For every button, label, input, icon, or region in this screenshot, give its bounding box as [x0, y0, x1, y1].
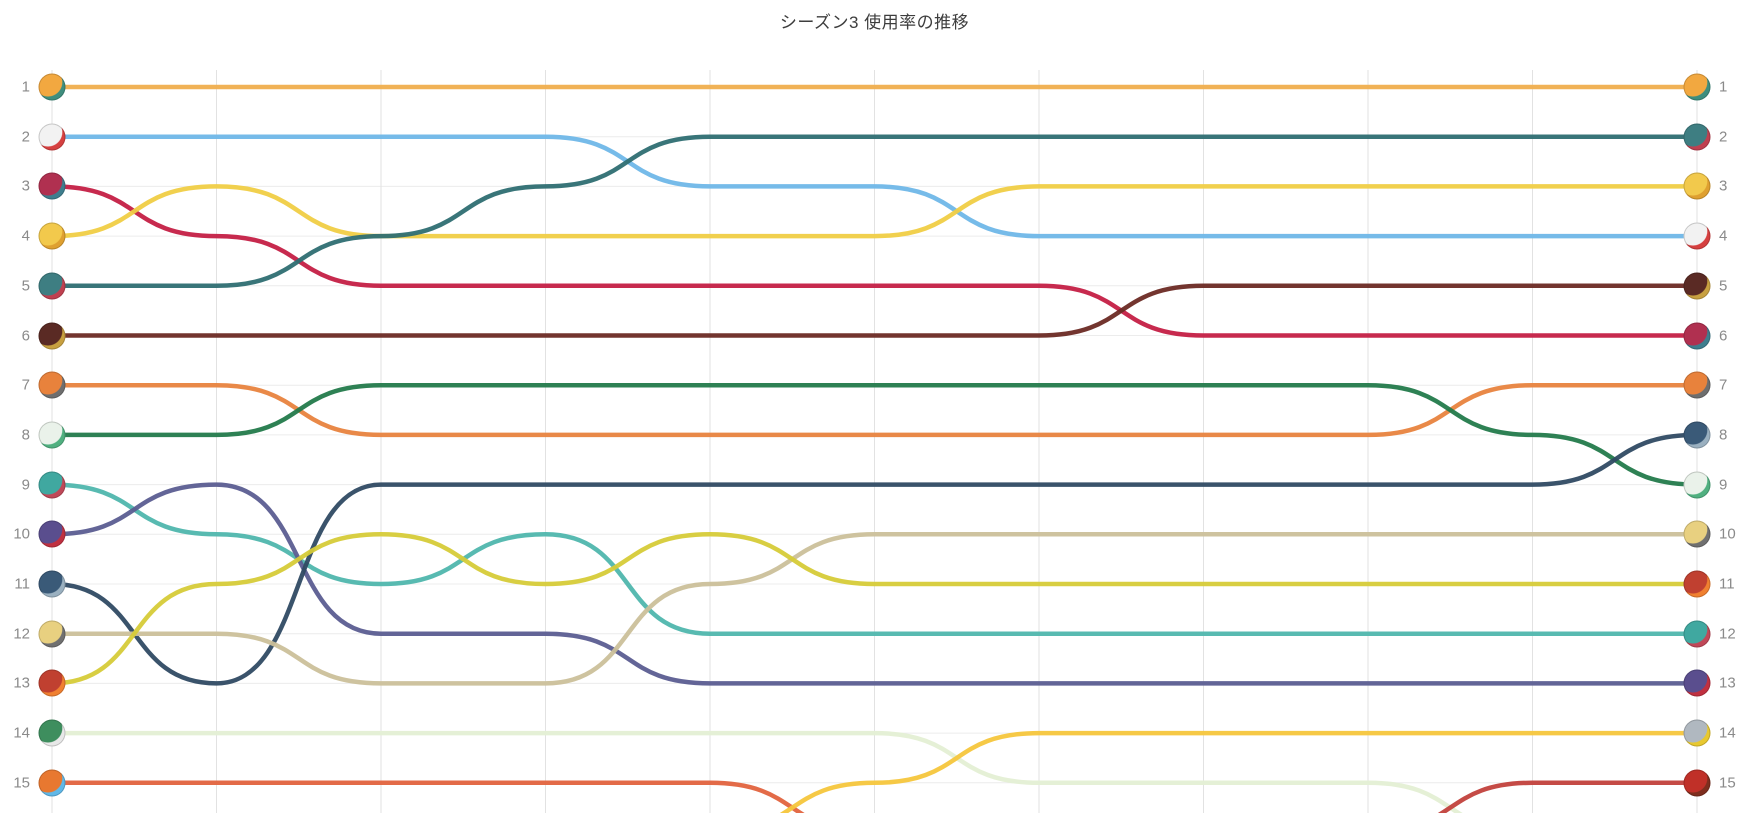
flutter-mane-icon-left: [38, 272, 66, 300]
rank-label-left-11: 11: [14, 575, 30, 593]
dragapult-icon-left: [38, 471, 66, 499]
rank-label-right-14: 14: [1719, 724, 1736, 742]
garchomp-icon-right: [1683, 669, 1711, 697]
rank-label-right-6: 6: [1719, 327, 1728, 344]
dragonite-icon-left: [38, 73, 66, 101]
rank-label-left-6: 6: [21, 327, 30, 344]
iron-bundle-icon-right: [1683, 222, 1711, 250]
series-line-gholdengo[interactable]: [49, 184, 1700, 239]
dragapult-icon-right: [1683, 620, 1711, 648]
series-line-iron-valiant[interactable]: [49, 382, 1700, 487]
rank-label-right-4: 4: [1719, 227, 1728, 245]
series-line-baxcalibur[interactable]: [49, 432, 1700, 686]
rank-label-right-10: 10: [1719, 525, 1736, 543]
gholdengo-icon-right: [1683, 172, 1711, 200]
rank-label-left-14: 14: [13, 724, 30, 742]
rank-label-left-13: 13: [13, 674, 30, 692]
rank-label-right-7: 7: [1719, 376, 1728, 394]
rank-label-right-11: 11: [1719, 575, 1735, 593]
scizor-icon-right: [1683, 769, 1711, 797]
rank-label-right-8: 8: [1719, 426, 1728, 444]
dragonite-icon-right: [1683, 73, 1711, 101]
series-line-garchomp[interactable]: [49, 482, 1700, 686]
kingambit-icon-left: [38, 322, 66, 349]
rank-label-left-4: 4: [21, 227, 30, 245]
roaring-moon-icon-left: [38, 172, 66, 200]
roaring-moon-icon-right: [1683, 322, 1711, 349]
iron-bundle-icon-left: [38, 123, 66, 151]
iron-valiant-icon-left: [38, 421, 66, 449]
series-line-mimikyu[interactable]: [49, 532, 1700, 686]
rank-label-left-7: 7: [21, 376, 30, 394]
rank-label-left-5: 5: [21, 277, 30, 295]
mimikyu-icon-right: [1683, 520, 1711, 548]
series-line-roaring-moon[interactable]: [49, 184, 1700, 338]
rank-label-left-3: 3: [21, 177, 30, 195]
gholdengo-icon-left: [38, 222, 66, 250]
rank-label-left-12: 12: [13, 625, 30, 643]
kommo-o-icon-right: [1683, 719, 1711, 747]
series-line-flutter-mane[interactable]: [49, 134, 1700, 289]
chart-title: シーズン3 使用率の推移: [779, 13, 970, 32]
baxcalibur-icon-left: [38, 570, 66, 598]
rank-label-left-1: 1: [21, 78, 30, 96]
rank-label-right-5: 5: [1719, 277, 1728, 295]
baxcalibur-icon-right: [1683, 421, 1711, 449]
rank-label-left-2: 2: [21, 128, 30, 146]
rank-label-right-1: 1: [1719, 78, 1728, 96]
iron-moth-icon-right: [1683, 371, 1711, 399]
rank-label-right-3: 3: [1719, 177, 1728, 195]
mimikyu-icon-left: [38, 620, 66, 648]
rank-label-right-15: 15: [1719, 774, 1736, 792]
series-line-kingambit[interactable]: [49, 283, 1700, 338]
series-line-scizor[interactable]: [52, 780, 1700, 813]
series-line-iron-moth[interactable]: [49, 382, 1700, 438]
series-line-meowscarada[interactable]: [49, 730, 1697, 813]
rank-label-left-9: 9: [21, 476, 30, 494]
rank-label-left-8: 8: [21, 426, 30, 444]
skeledirge-icon-right: [1683, 570, 1711, 598]
series-line-skeledirge[interactable]: [49, 532, 1700, 686]
meowscarada-icon-left: [38, 719, 66, 747]
rank-label-right-2: 2: [1719, 128, 1728, 146]
rank-label-right-12: 12: [1719, 625, 1736, 643]
series-line-kommo-o[interactable]: [52, 730, 1700, 813]
skeledirge-icon-left: [38, 669, 66, 697]
rank-label-right-13: 13: [1719, 674, 1736, 692]
rank-label-right-9: 9: [1719, 476, 1728, 494]
series-line-dragapult[interactable]: [49, 482, 1700, 636]
garchomp-icon-left: [38, 520, 66, 548]
series-line-rotom-wash[interactable]: [49, 780, 1697, 813]
rank-label-left-15: 15: [13, 774, 30, 792]
iron-valiant-icon-right: [1683, 471, 1711, 499]
kingambit-icon-right: [1683, 272, 1711, 300]
rotom-wash-icon-left: [38, 769, 66, 797]
iron-moth-icon-left: [38, 371, 66, 399]
rank-label-left-10: 10: [13, 525, 30, 543]
series-line-iron-bundle[interactable]: [49, 134, 1700, 239]
flutter-mane-icon-right: [1683, 123, 1711, 151]
